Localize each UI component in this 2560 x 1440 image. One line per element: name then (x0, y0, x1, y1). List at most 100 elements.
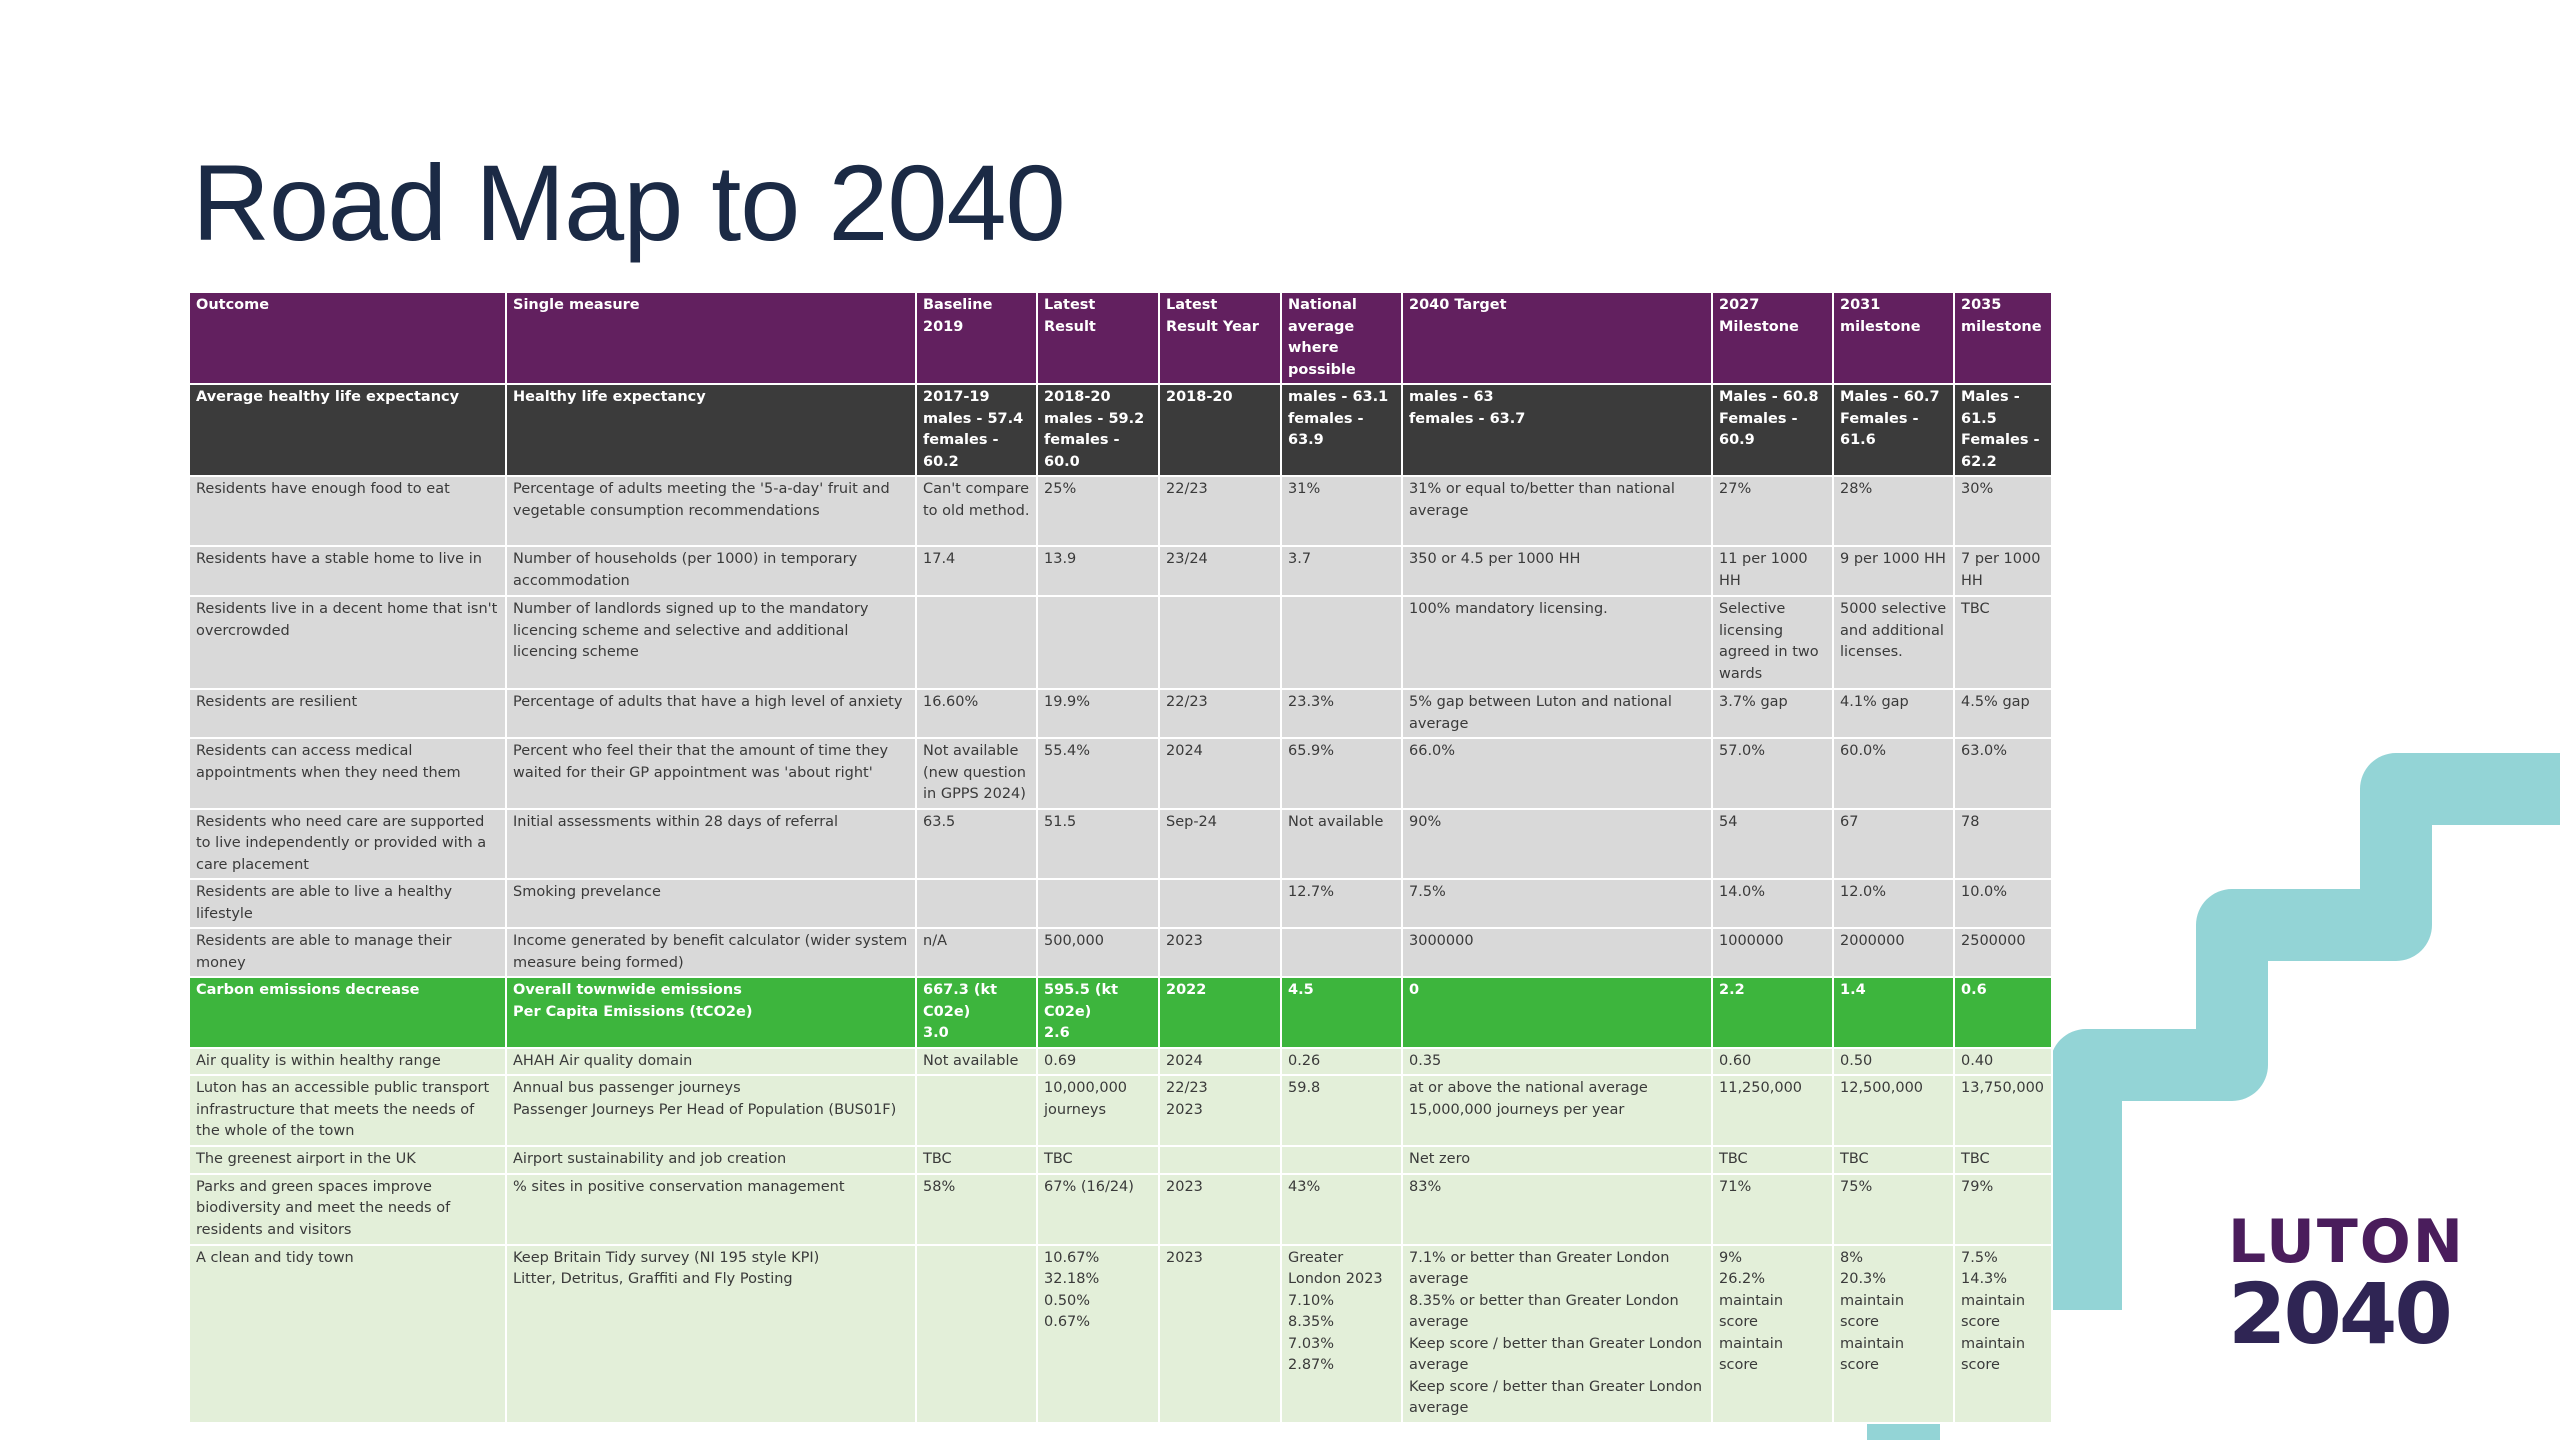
table-cell: 2017-19 males - 57.4 females - 60.2 (915, 383, 1038, 477)
table-cell: 8% 20.3% maintain score maintain score (1832, 1243, 1955, 1424)
table-cell: 2023 (1158, 927, 1282, 978)
table-cell: 30% (1953, 475, 2053, 547)
table-cell (915, 878, 1038, 929)
table-cell: 57.0% (1711, 737, 1834, 810)
table-cell: 75% (1832, 1172, 1955, 1246)
table-cell: 17.4 (915, 545, 1038, 597)
table-cell: 7 per 1000 HH (1953, 545, 2053, 597)
table-cell: Percentage of adults that have a high le… (505, 688, 917, 739)
table-cell: 2023 (1158, 1243, 1282, 1424)
table-cell: 27% (1711, 475, 1834, 547)
table-cell: Number of households (per 1000) in tempo… (505, 545, 917, 597)
table-cell: Residents live in a decent home that isn… (188, 595, 507, 690)
table-cell: 0.50 (1832, 1046, 1955, 1076)
table-cell (1158, 878, 1282, 929)
table-cell: 100% mandatory licensing. (1401, 595, 1713, 690)
table-cell: 12,500,000 (1832, 1074, 1955, 1147)
table-cell: Residents are able to live a healthy lif… (188, 878, 507, 929)
table-cell: 0.69 (1036, 1046, 1160, 1076)
table-cell: 67 (1832, 807, 1955, 880)
table-cell: 79% (1953, 1172, 2053, 1246)
table-cell: 23/24 (1158, 545, 1282, 597)
table-cell: Initial assessments within 28 days of re… (505, 807, 917, 880)
table-cell: 5000 selective and additional licenses. (1832, 595, 1955, 690)
table-cell: Males - 60.8 Females - 60.9 (1711, 383, 1834, 477)
table-row: Average healthy life expectancy Healthy l… (188, 383, 2053, 477)
table-cell (1158, 1145, 1282, 1175)
table-cell (1280, 595, 1403, 690)
table-cell: 0.60 (1711, 1046, 1834, 1076)
table-cell: 4.5 (1280, 976, 1403, 1049)
table-cell: Overall townwide emissions Per Capita Em… (505, 976, 917, 1049)
table-cell: 78 (1953, 807, 2053, 880)
table-cell: Income generated by benefit calculator (… (505, 927, 917, 978)
table-cell: TBC (1832, 1145, 1955, 1175)
table-cell: 0 (1401, 976, 1713, 1049)
table-cell: 9 per 1000 HH (1832, 545, 1955, 597)
table-cell: AHAH Air quality domain (505, 1046, 917, 1076)
table-cell: Not available (1280, 807, 1403, 880)
table-row: Residents live in a decent home that isn… (188, 595, 2053, 690)
table-cell: 90% (1401, 807, 1713, 880)
table-cell: 22/23 (1158, 688, 1282, 739)
table-cell: 12.7% (1280, 878, 1403, 929)
table-cell: 2024 (1158, 737, 1282, 810)
table-cell: 0.6 (1953, 976, 2053, 1049)
table-cell: 2024 (1158, 1046, 1282, 1076)
table-cell: 23.3% (1280, 688, 1403, 739)
table-cell: Percentage of adults meeting the '5-a-da… (505, 475, 917, 547)
table-cell (1036, 595, 1160, 690)
logo-bottom: 2040 (2228, 1265, 2453, 1363)
table-cell: 63.5 (915, 807, 1038, 880)
table-row: Carbon emissions decrease Overall townwid… (188, 976, 2053, 1049)
table-cell: Annual bus passenger journeys Passenger … (505, 1074, 917, 1147)
header-cell: 2035 milestone (1953, 291, 2053, 385)
table-cell: Residents who need care are supported to… (188, 807, 507, 880)
table-cell: 500,000 (1036, 927, 1160, 978)
table-cell: Can't compare to old method. (915, 475, 1038, 547)
table-cell: TBC (1953, 595, 2053, 690)
table-cell: TBC (1953, 1145, 2053, 1175)
table-cell: The greenest airport in the UK (188, 1145, 507, 1175)
slide-title: Road Map to 2040 (192, 142, 1066, 263)
table-row: A clean and tidy town Keep Britain Tidy s… (188, 1243, 2053, 1424)
table-cell: n/A (915, 927, 1038, 978)
table-cell (915, 1243, 1038, 1424)
table-cell: Keep Britain Tidy survey (NI 195 style K… (505, 1243, 917, 1424)
table-cell: % sites in positive conservation managem… (505, 1172, 917, 1246)
table-cell (915, 1074, 1038, 1147)
table-row: Luton has an accessible public transport… (188, 1074, 2053, 1147)
table-cell: 3.7% gap (1711, 688, 1834, 739)
table-cell: 11 per 1000 HH (1711, 545, 1834, 597)
table-cell: 67% (16/24) (1036, 1172, 1160, 1246)
table-cell: Residents have enough food to eat (188, 475, 507, 547)
table-cell: 25% (1036, 475, 1160, 547)
table-cell: 71% (1711, 1172, 1834, 1246)
table-cell (1280, 1145, 1403, 1175)
table-cell: 12.0% (1832, 878, 1955, 929)
table-row: Residents can access medical appointment… (188, 737, 2053, 810)
table-cell: TBC (1036, 1145, 1160, 1175)
table-row: Parks and green spaces improve biodivers… (188, 1172, 2053, 1246)
table-row: Residents who need care are supported to… (188, 807, 2053, 880)
table-cell: 66.0% (1401, 737, 1713, 810)
header-cell: Outcome (188, 291, 507, 385)
table-cell: Percent who feel their that the amount o… (505, 737, 917, 810)
table-cell: 13.9 (1036, 545, 1160, 597)
logo-top: LUTON (2228, 1207, 2465, 1277)
table-row: Residents are resilient Percentage of adu… (188, 688, 2053, 739)
table-cell: 5% gap between Luton and national averag… (1401, 688, 1713, 739)
table-cell: Males - 61.5 Females - 62.2 (1953, 383, 2053, 477)
table-cell: 3000000 (1401, 927, 1713, 978)
table-row: Residents have enough food to eat Percent… (188, 475, 2053, 547)
header-cell: 2027 Milestone (1711, 291, 1834, 385)
table-cell: 59.8 (1280, 1074, 1403, 1147)
table-cell: Sep-24 (1158, 807, 1282, 880)
table-cell: 1000000 (1711, 927, 1834, 978)
header-cell: National average where possible (1280, 291, 1403, 385)
table-cell: Air quality is within healthy range (188, 1046, 507, 1076)
table-cell: 4.5% gap (1953, 688, 2053, 739)
table-cell: 63.0% (1953, 737, 2053, 810)
table-cell: 2023 (1158, 1172, 1282, 1246)
table-cell (1036, 878, 1160, 929)
